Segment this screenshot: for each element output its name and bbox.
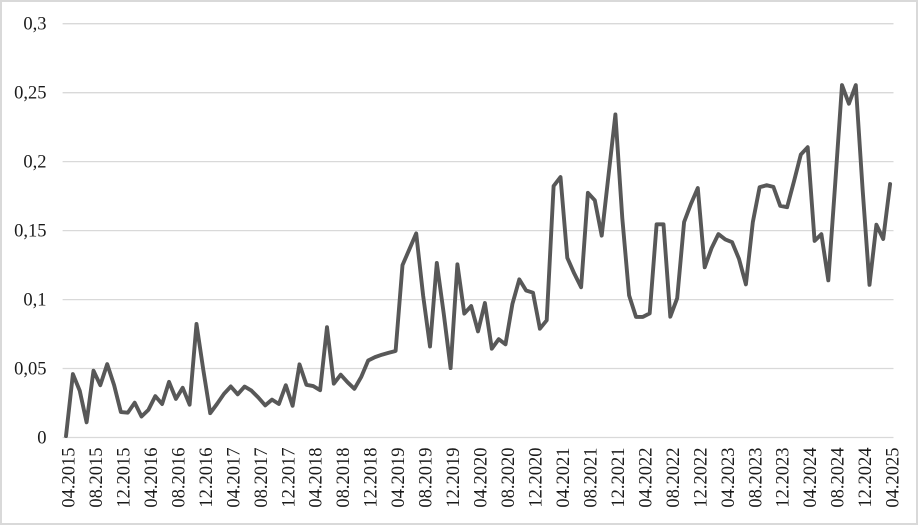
svg-text:04.2023: 04.2023 bbox=[719, 448, 739, 508]
svg-text:04.2019: 04.2019 bbox=[389, 448, 409, 508]
svg-text:08.2021: 08.2021 bbox=[581, 448, 601, 508]
svg-text:12.2024: 12.2024 bbox=[856, 448, 876, 508]
svg-text:12.2023: 12.2023 bbox=[774, 448, 794, 508]
svg-text:0,25: 0,25 bbox=[14, 84, 46, 104]
svg-text:12.2020: 12.2020 bbox=[526, 448, 546, 508]
svg-text:08.2022: 08.2022 bbox=[664, 448, 684, 508]
svg-text:04.2020: 04.2020 bbox=[471, 448, 491, 508]
svg-text:08.2018: 08.2018 bbox=[334, 448, 354, 508]
svg-text:04.2022: 04.2022 bbox=[636, 448, 656, 508]
svg-text:12.2017: 12.2017 bbox=[279, 448, 299, 508]
svg-text:0,1: 0,1 bbox=[23, 291, 46, 311]
svg-text:12.2021: 12.2021 bbox=[609, 448, 629, 508]
svg-text:0,2: 0,2 bbox=[23, 153, 46, 173]
svg-text:0,15: 0,15 bbox=[14, 222, 46, 242]
svg-text:04.2025: 04.2025 bbox=[884, 448, 904, 508]
svg-text:08.2015: 08.2015 bbox=[87, 448, 107, 508]
svg-text:08.2024: 08.2024 bbox=[829, 448, 849, 508]
svg-text:12.2015: 12.2015 bbox=[114, 448, 134, 508]
svg-text:04.2024: 04.2024 bbox=[801, 448, 821, 508]
svg-text:08.2016: 08.2016 bbox=[169, 448, 189, 508]
svg-text:12.2019: 12.2019 bbox=[444, 448, 464, 508]
svg-text:04.2015: 04.2015 bbox=[59, 448, 79, 508]
svg-text:04.2017: 04.2017 bbox=[224, 448, 244, 508]
svg-text:04.2016: 04.2016 bbox=[142, 448, 162, 508]
svg-text:0,3: 0,3 bbox=[23, 15, 46, 35]
svg-text:0: 0 bbox=[37, 429, 46, 449]
svg-text:08.2020: 08.2020 bbox=[499, 448, 519, 508]
svg-text:04.2018: 04.2018 bbox=[307, 448, 327, 508]
svg-text:08.2017: 08.2017 bbox=[252, 448, 272, 508]
svg-text:08.2019: 08.2019 bbox=[417, 448, 437, 508]
svg-text:08.2023: 08.2023 bbox=[746, 448, 766, 508]
svg-text:0,05: 0,05 bbox=[14, 360, 46, 380]
svg-text:12.2018: 12.2018 bbox=[362, 448, 382, 508]
svg-text:12.2016: 12.2016 bbox=[197, 448, 217, 508]
svg-text:04.2021: 04.2021 bbox=[554, 448, 574, 508]
svg-text:12.2022: 12.2022 bbox=[691, 448, 711, 508]
